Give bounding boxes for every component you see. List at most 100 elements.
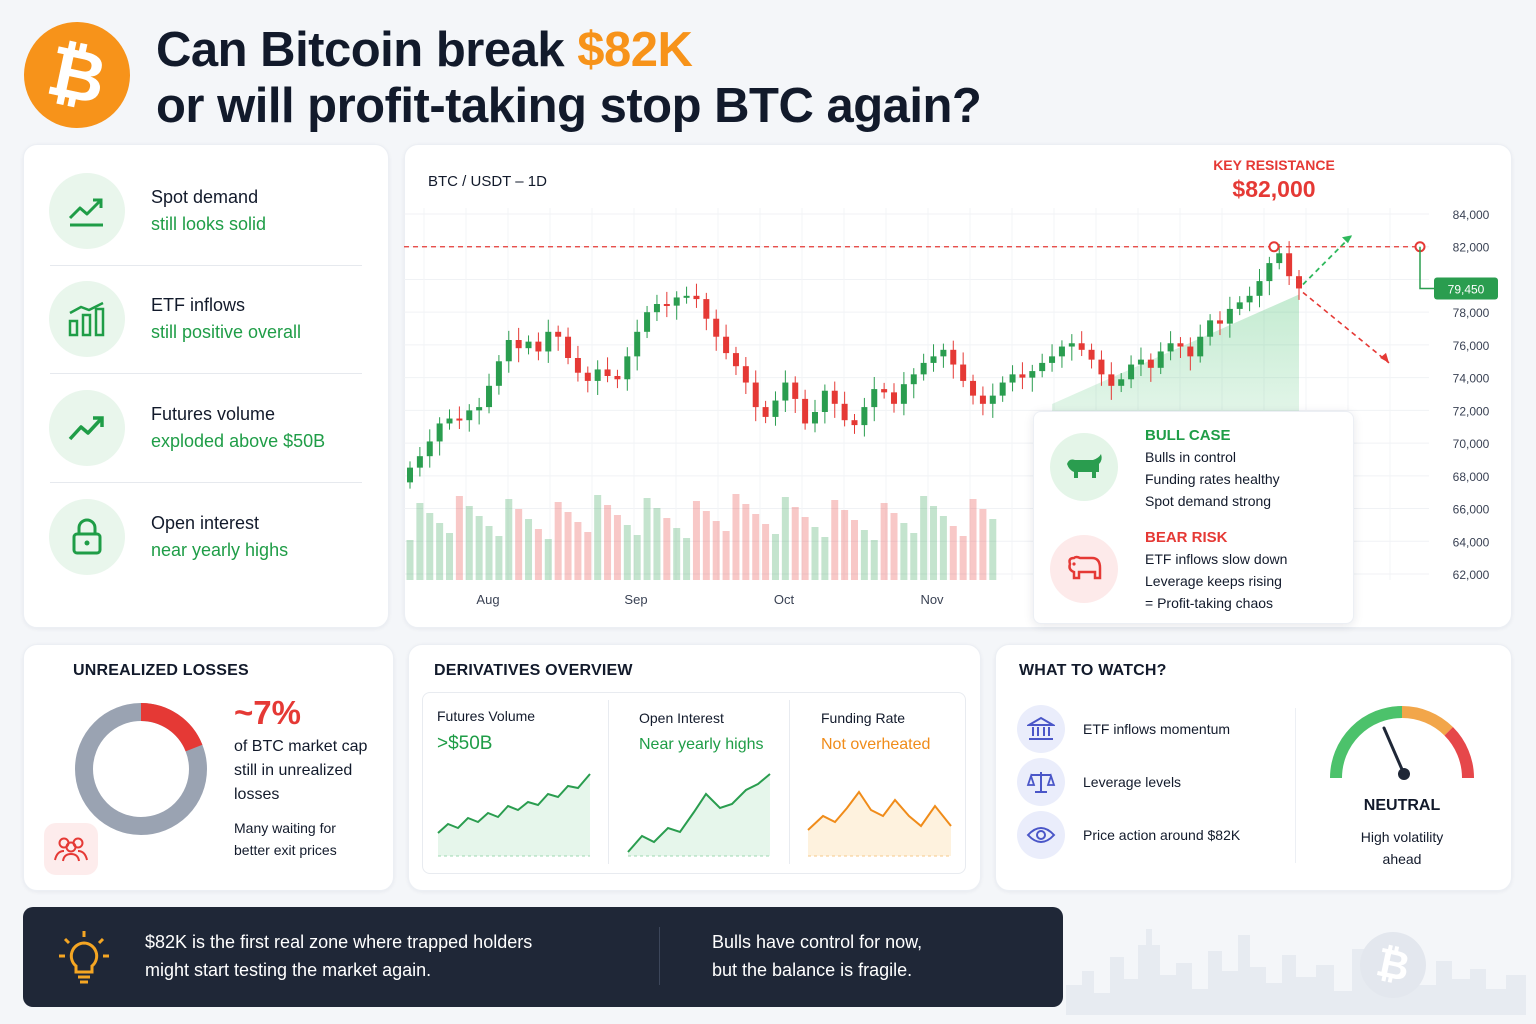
candle bbox=[1207, 320, 1214, 337]
candle bbox=[851, 420, 858, 426]
candle bbox=[653, 304, 660, 313]
candle bbox=[871, 389, 878, 408]
candle bbox=[861, 407, 868, 426]
volume-bar bbox=[811, 527, 819, 580]
metric-sub: near yearly highs bbox=[151, 540, 289, 560]
volume-bar bbox=[525, 519, 533, 580]
candle bbox=[594, 369, 601, 381]
candle bbox=[565, 336, 572, 358]
candle bbox=[831, 390, 838, 404]
footer-right-line: Bulls have control for now, bbox=[712, 932, 923, 952]
bull-projection-arrow bbox=[1302, 234, 1353, 286]
candle bbox=[1226, 308, 1233, 324]
divider bbox=[50, 482, 362, 483]
volume-bar bbox=[890, 513, 898, 580]
sentiment-gauge bbox=[1330, 705, 1475, 780]
volume-bar bbox=[683, 538, 691, 580]
volume-bar bbox=[604, 505, 612, 580]
funding-rate-value: Not overheated bbox=[821, 736, 931, 753]
volume-bar bbox=[515, 509, 523, 580]
candle bbox=[1058, 346, 1065, 357]
watch-heading: WHAT TO WATCH? bbox=[1019, 662, 1167, 679]
candle bbox=[663, 304, 670, 306]
volume-bar bbox=[910, 533, 918, 580]
title-line2: or will profit-taking stop BTC again? bbox=[156, 79, 982, 133]
volume-bar bbox=[594, 495, 602, 580]
bull-line: Spot demand strong bbox=[1145, 493, 1272, 509]
candle bbox=[1147, 359, 1154, 368]
x-tick-label: Sep bbox=[624, 592, 647, 607]
candle bbox=[723, 336, 730, 354]
divider bbox=[1295, 708, 1296, 863]
losses-donut-chart bbox=[75, 703, 207, 835]
divider bbox=[789, 700, 790, 864]
price-chart: BTC / USDT – 1D KEY RESISTANCE $82,000 7… bbox=[404, 157, 1498, 607]
arrowhead bbox=[1380, 352, 1389, 363]
volume-bar bbox=[831, 500, 839, 580]
candle bbox=[1049, 356, 1056, 363]
volume-bar bbox=[900, 523, 908, 580]
bear-line: ETF inflows slow down bbox=[1145, 551, 1288, 567]
metric-sub: exploded above $50B bbox=[151, 431, 326, 451]
candle bbox=[426, 441, 433, 457]
candle bbox=[1266, 263, 1273, 282]
donut-loss-segment bbox=[140, 703, 203, 752]
candle bbox=[693, 295, 700, 300]
y-tick-label: 68,000 bbox=[1453, 470, 1490, 484]
bull-title: BULL CASE bbox=[1145, 427, 1231, 444]
volume-bar bbox=[841, 510, 849, 580]
losses-note: Many waiting for bbox=[234, 820, 336, 836]
watch-item-label: ETF inflows momentum bbox=[1083, 721, 1231, 737]
bear-title: BEAR RISK bbox=[1145, 529, 1228, 546]
volume-bar bbox=[534, 529, 542, 580]
volume-bar bbox=[801, 517, 809, 580]
losses-pct: ~7% bbox=[234, 694, 301, 731]
funding-rate-label: Funding Rate bbox=[821, 710, 906, 726]
footer-banner: $82K is the first real zone where trappe… bbox=[23, 907, 1063, 1007]
y-tick-label: 70,000 bbox=[1453, 437, 1490, 451]
futures-volume-label: Futures Volume bbox=[437, 708, 536, 724]
volume-bar bbox=[653, 508, 661, 580]
candle bbox=[910, 374, 917, 385]
derivatives-inner bbox=[422, 692, 966, 874]
metric-etf-inflows: ETF inflows still positive overall bbox=[49, 265, 385, 373]
candle bbox=[476, 407, 483, 411]
candle bbox=[683, 295, 690, 298]
losses-note: better exit prices bbox=[234, 842, 337, 858]
volume-bar bbox=[821, 537, 829, 580]
volume-bar bbox=[920, 496, 928, 580]
volume-bar bbox=[505, 499, 513, 580]
candle bbox=[1137, 359, 1144, 365]
watch-item-label: Leverage levels bbox=[1083, 774, 1182, 790]
volume-bar bbox=[860, 530, 868, 580]
divider bbox=[50, 265, 362, 266]
trend-up-arrow-icon bbox=[49, 390, 125, 466]
candle bbox=[436, 423, 443, 442]
page-title: Can Bitcoin break $82K or will profit-ta… bbox=[156, 22, 982, 134]
volume-bar bbox=[643, 498, 651, 580]
volume-bar bbox=[673, 528, 681, 580]
x-tick-label: Nov bbox=[920, 592, 944, 607]
losses-desc: of BTC market cap bbox=[234, 738, 368, 755]
candle bbox=[505, 340, 512, 362]
bear-line: = Profit-taking chaos bbox=[1145, 595, 1274, 611]
candle bbox=[1088, 349, 1095, 360]
scale-icon bbox=[1017, 758, 1065, 806]
y-tick-label: 72,000 bbox=[1453, 404, 1490, 418]
candle bbox=[1029, 371, 1036, 378]
candle bbox=[1009, 374, 1016, 383]
volume-bar bbox=[495, 536, 503, 580]
candle bbox=[1167, 343, 1174, 352]
candle bbox=[515, 340, 522, 349]
candle bbox=[673, 297, 680, 306]
volume-bar bbox=[465, 506, 473, 580]
candle bbox=[821, 390, 828, 412]
funding-rate-sparkline bbox=[807, 790, 952, 857]
candle bbox=[1108, 374, 1115, 386]
title-part1: Can Bitcoin break bbox=[156, 23, 578, 77]
candle bbox=[446, 418, 453, 424]
candle bbox=[900, 384, 907, 404]
candle bbox=[1118, 379, 1125, 386]
eye-icon bbox=[1017, 811, 1065, 859]
volume-bar bbox=[485, 526, 493, 580]
